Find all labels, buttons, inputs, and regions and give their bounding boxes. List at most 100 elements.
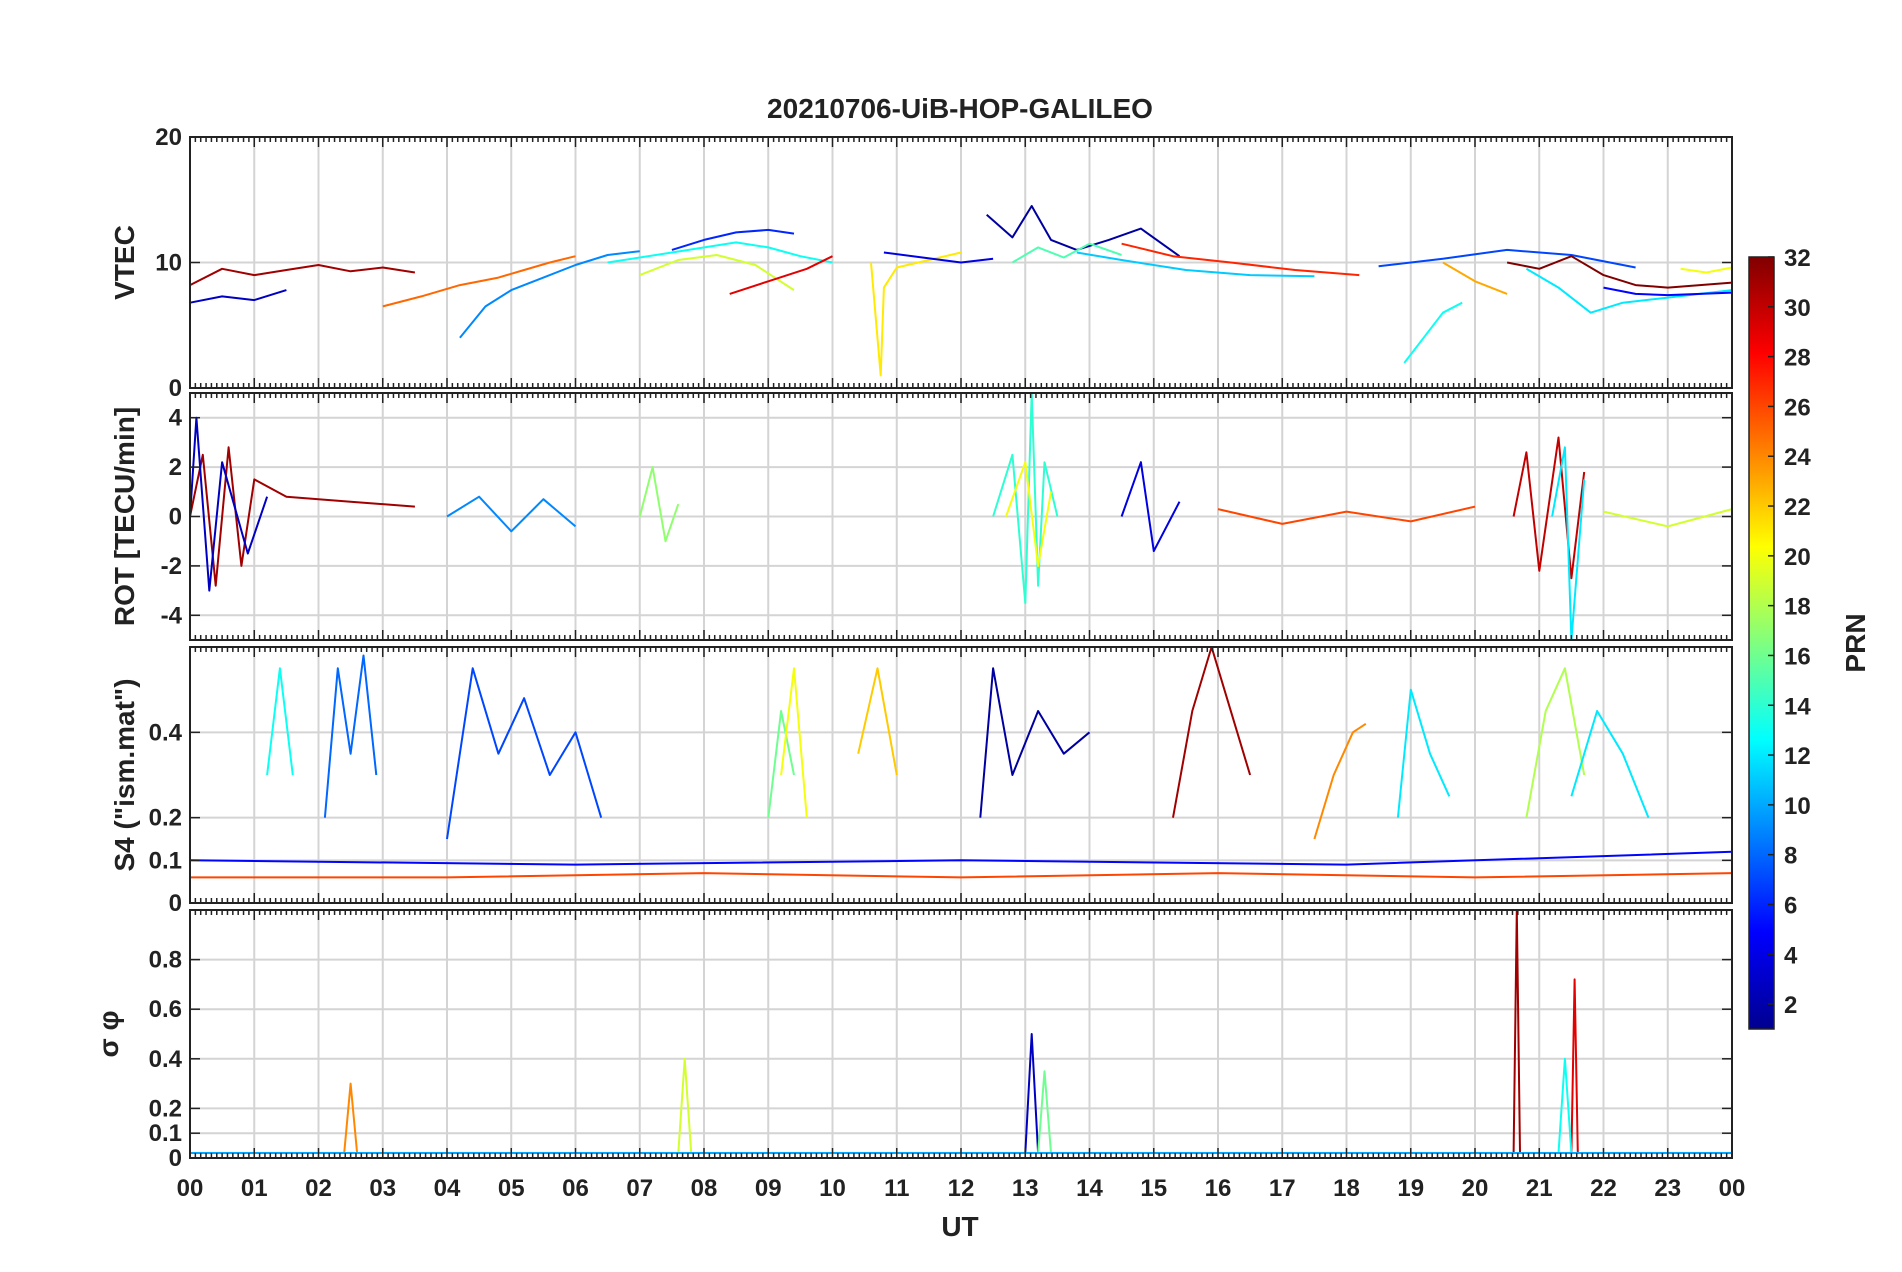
y-axis-label: VTEC — [109, 225, 140, 300]
colorbar-tick-label: 6 — [1784, 892, 1797, 919]
series-prn-19 — [677, 1057, 693, 1154]
series-prn-3 — [189, 416, 269, 592]
series-prn-18 — [1525, 667, 1586, 818]
series-prn-5 — [1603, 286, 1733, 297]
y-axis-label: S4 ("ism.mat") — [109, 678, 140, 871]
y-tick-label: 20 — [155, 124, 182, 151]
x-tick-label: 18 — [1333, 1175, 1360, 1202]
panel-2: 4 2 0 -2 -4 ROT [TECU/min] — [109, 392, 1733, 641]
y-axis-label: ROT [TECU/min] — [109, 407, 140, 626]
x-tick-label: 11 — [884, 1175, 909, 1202]
x-tick-label: 05 — [498, 1175, 525, 1202]
x-tick-label: 04 — [434, 1175, 461, 1202]
series-prn-20 — [780, 667, 808, 818]
series-prn-24 — [1313, 722, 1367, 840]
series-prn-16 — [767, 710, 795, 818]
colorbar-tick-label: 24 — [1784, 444, 1811, 471]
colorbar-tick-label: 22 — [1784, 494, 1811, 521]
y-tick-label: 0.4 — [149, 719, 183, 746]
x-tick-label: 00 — [1719, 1175, 1746, 1202]
series-prn-31 — [189, 446, 415, 587]
series-prn-3 — [1024, 1033, 1040, 1154]
series-prn-9 — [446, 495, 577, 533]
series-prn-2 — [986, 205, 1181, 258]
series-prn-7 — [446, 667, 603, 840]
panel-1: 20 10 0 VTEC — [109, 124, 1733, 402]
y-tick-label: 0 — [169, 504, 182, 531]
x-tick-label: 13 — [1012, 1175, 1039, 1202]
series-prn-17 — [638, 466, 680, 543]
series-prn-25 — [382, 255, 576, 308]
y-tick-label: 0.2 — [149, 805, 182, 832]
x-tick-label: 06 — [562, 1175, 589, 1202]
y-tick-label: -2 — [161, 553, 182, 580]
series-prn-13 — [266, 667, 294, 776]
series-prn-29 — [729, 255, 833, 295]
y-tick-label: 0.1 — [149, 847, 182, 874]
series-prn-20 — [1680, 266, 1733, 274]
x-tick-label: 19 — [1397, 1175, 1424, 1202]
colorbar-tick-label: 16 — [1784, 643, 1811, 670]
x-axis-label: UT — [941, 1211, 978, 1242]
series-prn-2 — [979, 667, 1091, 818]
y-tick-label: 10 — [155, 250, 182, 277]
colorbar-ticks: 32 30 28 26 24 22 20 18 16 14 12 10 8 6 4 2 — [1768, 245, 1811, 1019]
x-tick-label: 14 — [1076, 1175, 1103, 1202]
y-tick-label: 0.1 — [149, 1120, 182, 1147]
y-tick-label: 4 — [169, 405, 183, 432]
y-tick-label: 0.2 — [149, 1095, 182, 1122]
colorbar-tick-label: 2 — [1784, 992, 1797, 1019]
series-prn-7 — [1378, 248, 1636, 269]
series-prn-12 — [1551, 446, 1586, 641]
x-tick-label: 15 — [1140, 1175, 1167, 1202]
x-tick-label: 02 — [305, 1175, 332, 1202]
colorbar-label: PRN — [1840, 613, 1871, 672]
panel-3-ticks — [189, 647, 1733, 904]
colorbar-tick-label: 14 — [1784, 693, 1811, 720]
series-prn-6 — [671, 228, 795, 251]
series-prn-20 — [1005, 461, 1052, 567]
chart-title: 20210706-UiB-HOP-GALILEO — [767, 93, 1153, 124]
x-tick-label: 16 — [1205, 1175, 1232, 1202]
y-tick-label: 0 — [169, 375, 182, 402]
panel-4: 0.8 0.6 0.4 0.20.10 σ φ — [93, 909, 1733, 1172]
panel-1-series — [189, 205, 1733, 377]
colorbar-tick-label: 26 — [1784, 394, 1811, 421]
series-prn-11 — [1076, 251, 1315, 278]
series-prn-4 — [1120, 461, 1181, 553]
colorbar-tick-label: 4 — [1784, 942, 1798, 969]
colorbar-gradient — [1748, 256, 1775, 1030]
x-tick-label: 12 — [948, 1175, 975, 1202]
panel-2-ticks — [189, 393, 1733, 640]
series-prn-26 — [190, 872, 1733, 879]
x-tick-label: 23 — [1654, 1175, 1681, 1202]
colorbar-tick-label: 32 — [1784, 245, 1811, 272]
y-tick-label: 0.4 — [149, 1046, 183, 1073]
x-tick-label: 03 — [369, 1175, 396, 1202]
series-prn-29 — [1570, 978, 1579, 1154]
series-prn-13 — [607, 241, 833, 264]
colorbar-tick-label: 28 — [1784, 345, 1811, 372]
x-tick-label: 00 — [177, 1175, 204, 1202]
x-tick-label: 22 — [1590, 1175, 1617, 1202]
panel-4-ticks — [189, 910, 1733, 1159]
x-tick-label: 10 — [819, 1175, 846, 1202]
series-prn-32 — [1506, 255, 1733, 289]
x-tick-label: 09 — [755, 1175, 782, 1202]
series-prn-30 — [1512, 436, 1586, 580]
series-prn-12 — [1525, 267, 1733, 314]
series-prn-19 — [1603, 508, 1733, 528]
colorbar-tick-label: 12 — [1784, 743, 1811, 770]
colorbar: 32 30 28 26 24 22 20 18 16 14 12 10 8 6 4 2 PRN — [1748, 245, 1871, 1030]
y-tick-label: 0.8 — [149, 947, 182, 974]
colorbar-tick-label: 20 — [1784, 544, 1811, 571]
series-prn-13 — [1557, 1057, 1573, 1154]
series-prn-3 — [189, 289, 287, 304]
series-prn-15 — [1011, 242, 1122, 264]
series-prn-22 — [857, 667, 898, 776]
series-prn-12 — [1570, 710, 1650, 819]
panel-2-grid — [189, 393, 1733, 640]
x-tick-label: 17 — [1269, 1175, 1296, 1202]
